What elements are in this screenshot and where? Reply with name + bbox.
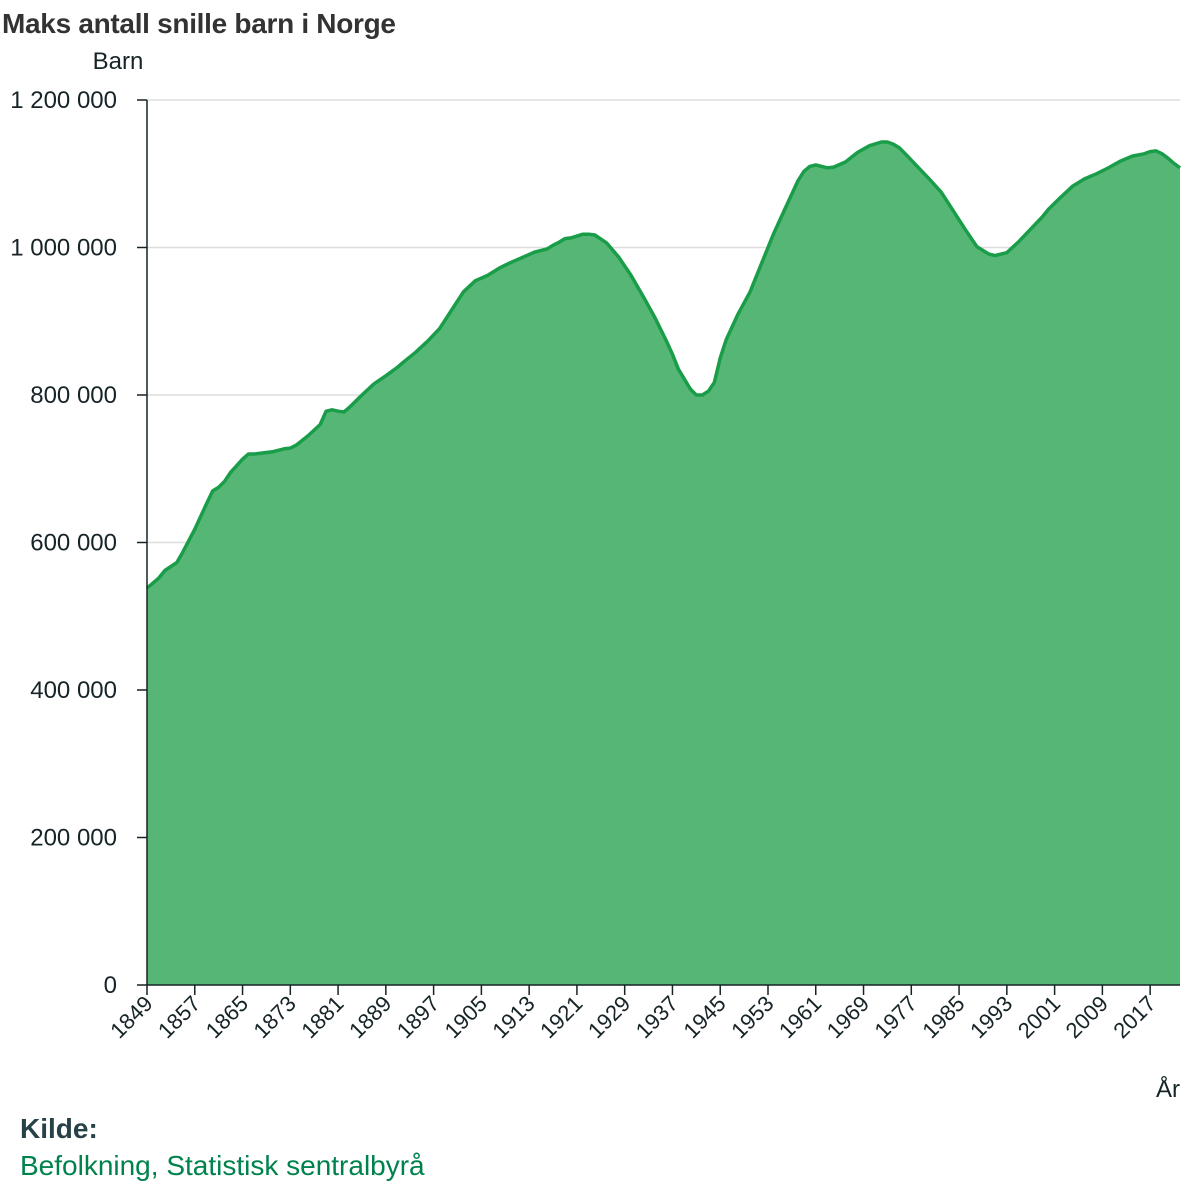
x-tick-label: 1961 (774, 991, 826, 1043)
area-fill (147, 142, 1180, 985)
area-line (145, 140, 1182, 590)
area-chart: 0 200 000 400 000 600 000 800 000 1 000 000 1 … (10, 48, 1182, 1103)
x-tick-label: 1945 (678, 991, 730, 1043)
x-tick-label: 1857 (153, 991, 205, 1043)
x-tick-label: 1913 (487, 991, 539, 1043)
y-axis-title: Barn (93, 48, 144, 75)
y-tick-label: 1 000 000 (10, 235, 117, 262)
x-tick-label: 1881 (296, 991, 348, 1043)
y-tick-label: 1 200 000 (10, 87, 117, 114)
y-axis-ticks: 0 200 000 400 000 600 000 800 000 1 000 000 1 … (10, 87, 147, 999)
x-tick-label: 1953 (726, 991, 778, 1043)
x-tick-label: 1873 (249, 991, 301, 1043)
y-tick-label: 800 000 (30, 382, 117, 409)
x-tick-label: 1985 (917, 991, 969, 1043)
x-tick-label: 1921 (535, 991, 587, 1043)
chart-title: Maks antall snille barn i Norge (2, 8, 396, 39)
x-tick-label: 1865 (201, 991, 253, 1043)
y-tick-label: 600 000 (30, 530, 117, 557)
x-axis-ticks: 1849185718651873188118891897190519131921… (105, 985, 1161, 1043)
x-tick-label: 2009 (1061, 991, 1113, 1043)
x-tick-label: 2017 (1108, 991, 1160, 1043)
y-tick-label: 0 (104, 972, 117, 999)
x-tick-label: 1905 (440, 991, 492, 1043)
source-heading: Kilde: (20, 1113, 98, 1144)
x-tick-label: 1889 (344, 991, 396, 1043)
y-tick-label: 200 000 (30, 825, 117, 852)
x-tick-label: 1993 (965, 991, 1017, 1043)
y-tick-label: 400 000 (30, 677, 117, 704)
x-tick-label: 2001 (1013, 991, 1065, 1043)
area-series (145, 140, 1182, 985)
x-tick-label: 1929 (583, 991, 635, 1043)
x-tick-label: 1977 (870, 991, 922, 1043)
x-axis-title: År (1156, 1075, 1180, 1103)
source-link[interactable]: Befolkning, Statistisk sentralbyrå (20, 1150, 425, 1181)
x-tick-label: 1897 (392, 991, 444, 1043)
x-tick-label: 1937 (631, 991, 683, 1043)
x-tick-label: 1969 (822, 991, 874, 1043)
